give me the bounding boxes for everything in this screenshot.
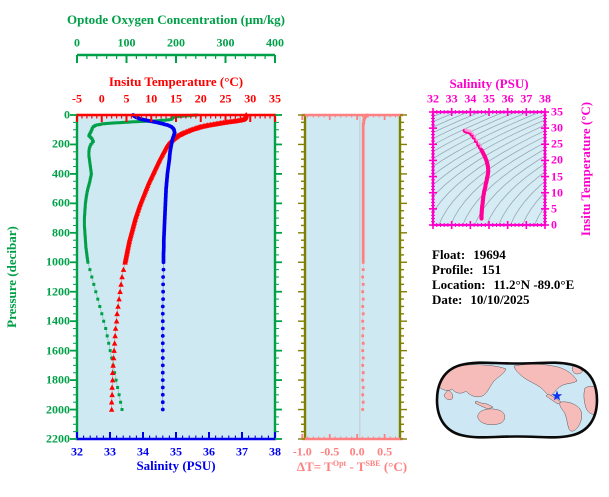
tick-label: 5	[123, 91, 130, 106]
tick-label: 0	[64, 107, 70, 122]
tick-label: 20	[551, 152, 563, 167]
tick-label: 2200	[46, 431, 70, 446]
tick-label: 200	[52, 136, 70, 151]
tick-label: 2000	[46, 402, 70, 417]
tick-label: 0.0	[349, 444, 365, 459]
tick-label: 1200	[46, 284, 70, 299]
float-id-line: Float: 19694	[432, 247, 506, 262]
tick-label: 600	[52, 195, 70, 210]
tick-label: 5	[551, 201, 557, 216]
tick-label: -5	[72, 91, 82, 106]
tick-label: 1400	[46, 313, 70, 328]
tick-label: 35	[170, 444, 182, 459]
map-outline	[435, 361, 599, 439]
float-location-star	[551, 390, 563, 401]
tick-label: 800	[52, 225, 70, 240]
tick-label: 32	[427, 91, 439, 106]
location-value: 11.2°N -89.0°E	[493, 277, 575, 292]
tick-label: 36	[501, 91, 514, 106]
delta-t-plot-area	[305, 115, 400, 439]
tick-label: 10	[145, 91, 158, 106]
tick-label: 1000	[46, 254, 70, 269]
tick-label: 32	[71, 444, 83, 459]
ts-curve-light	[464, 128, 483, 148]
pressure-axis-title: Pressure (decibar)	[4, 226, 19, 328]
tick-label: 35	[551, 104, 563, 119]
axis-ticks	[70, 53, 549, 441]
tick-label: 33	[104, 444, 116, 459]
tick-label: 34	[137, 444, 149, 459]
salinity-series	[131, 113, 177, 412]
tick-label: 10	[551, 185, 563, 200]
tick-label: 30	[551, 120, 563, 135]
tick-label: 200	[167, 35, 185, 50]
ts-diagram-title: Salinity (PSU)	[449, 76, 529, 91]
tick-label: 0.5	[377, 444, 393, 459]
tick-label: 400	[52, 166, 70, 181]
tick-label: 100	[117, 35, 136, 50]
location-line: Location: 11.2°N -89.0°E	[432, 277, 575, 292]
tick-label: 0	[551, 217, 557, 232]
oxygen-axis-title: Optode Oxygen Concentration (µm/kg)	[66, 12, 286, 27]
tick-label: 15	[551, 169, 563, 184]
delta-t-axis-title: ΔT= TOpt - TSBE (°C)	[296, 458, 408, 475]
tick-label: 38	[269, 444, 281, 459]
temperature-series	[108, 112, 250, 412]
profile-number-line: Profile: 151	[432, 262, 502, 277]
tick-label: 25	[551, 136, 563, 151]
tick-label: -0.5	[320, 444, 340, 459]
tick-label: 30	[244, 91, 257, 106]
tick-label: 36	[203, 444, 215, 459]
tick-label: 1600	[46, 343, 70, 358]
tick-label: 0	[98, 91, 105, 106]
tick-label: 300	[216, 35, 235, 50]
tick-label: 33	[445, 91, 458, 106]
tick-label: 37	[236, 444, 248, 459]
tick-label: 0	[74, 35, 80, 50]
world-map	[435, 361, 599, 439]
tick-label: 1800	[46, 372, 70, 387]
map-land	[437, 363, 597, 432]
tick-label: 15	[170, 91, 182, 106]
tick-label: 400	[266, 35, 284, 50]
salinity-axis-title: Salinity (PSU)	[136, 458, 216, 473]
tick-label: 20	[194, 91, 207, 106]
tick-label: -1.0	[292, 444, 312, 459]
tick-label: 25	[219, 91, 232, 106]
tick-label: 35	[269, 91, 281, 106]
main-plot-area	[77, 115, 275, 439]
date-value: 10/10/2025	[470, 292, 530, 307]
plot-backgrounds	[77, 112, 545, 439]
tick-label: 35	[483, 91, 495, 106]
tick-label: 37	[520, 91, 533, 106]
tick-label: 38	[539, 91, 551, 106]
ts-curve	[462, 128, 491, 221]
date-line: Date: 10/10/2025	[432, 292, 530, 307]
ts-temperature-axis-title: Insitu Temperature (°C)	[578, 101, 593, 237]
float-id-value: 19694	[473, 247, 506, 262]
delta-t-series	[361, 113, 369, 411]
profile-number-value: 151	[481, 262, 502, 277]
temperature-axis-title: Insitu Temperature (°C)	[108, 74, 244, 89]
tick-label: 34	[464, 91, 477, 106]
